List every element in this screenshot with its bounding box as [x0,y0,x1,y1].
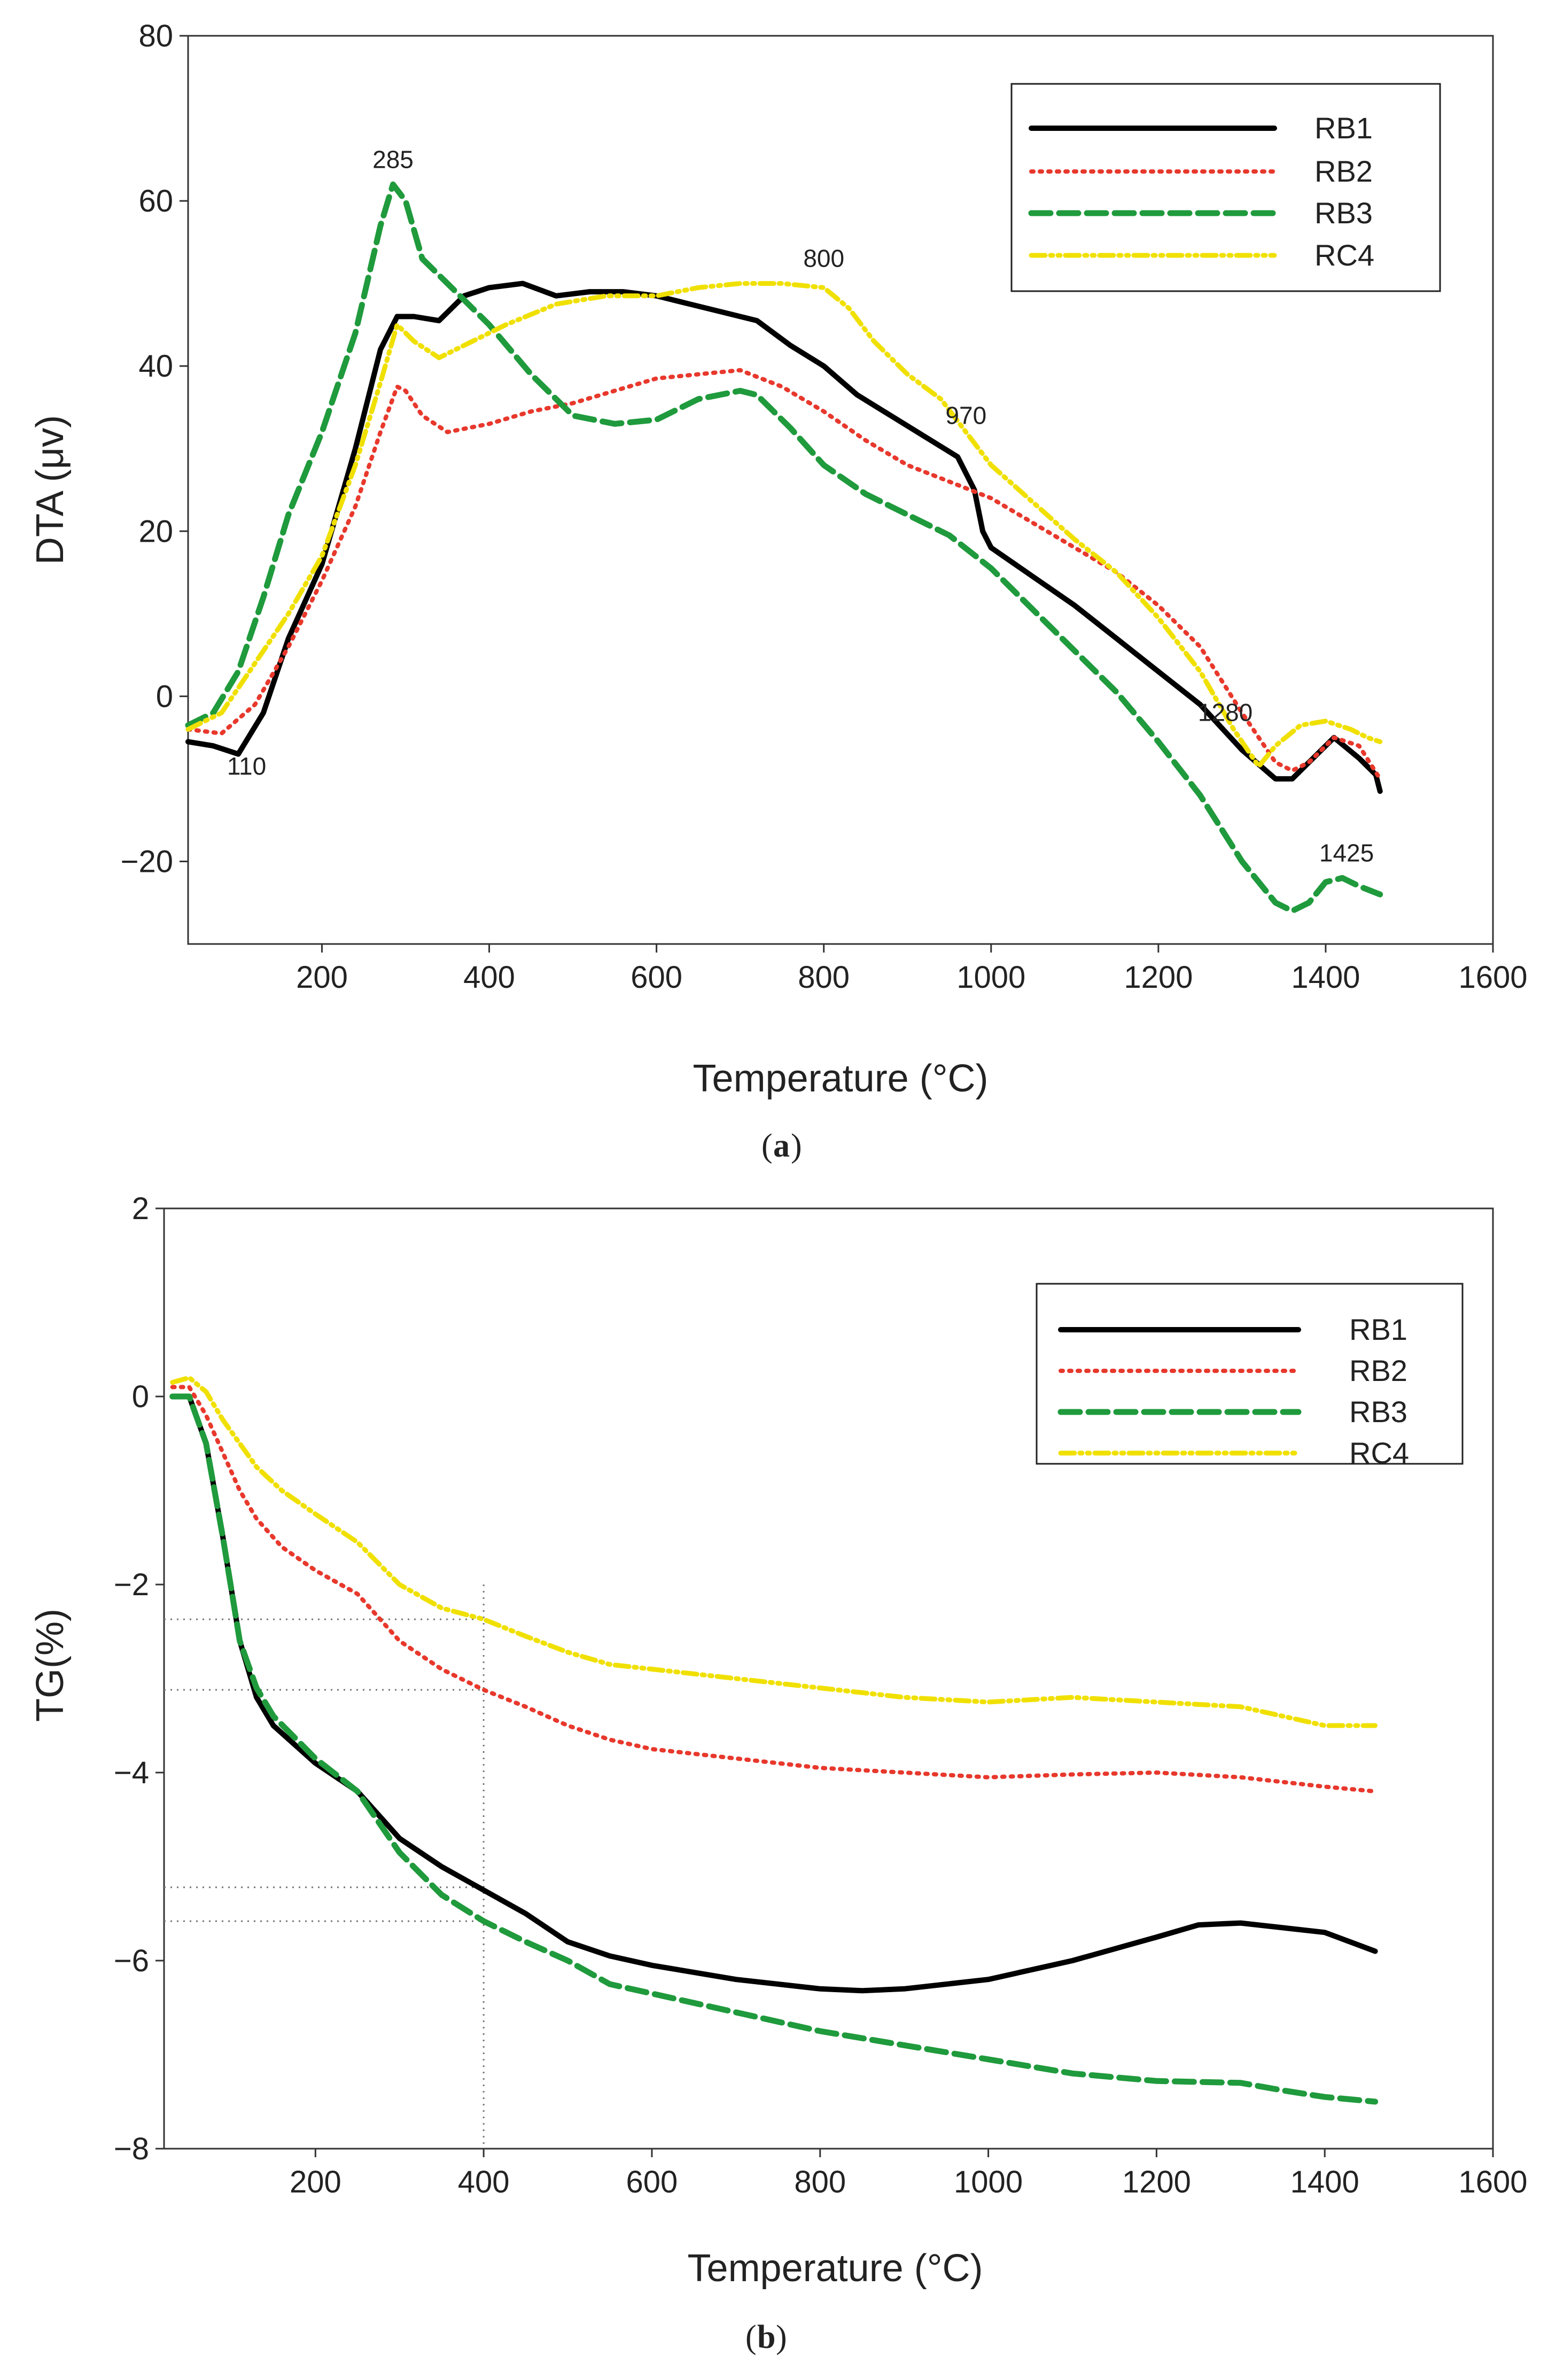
panel-b-y-tick-label: 0 [132,1379,149,1414]
panel-b-x-tick-label: 400 [458,2165,510,2199]
panel-b-reference-lines [164,1585,485,2149]
panel-a-x-tick-label: 1400 [1291,960,1360,995]
panel-a-legend-box [1010,83,1441,292]
panel-b: 200 400 600 800 1000 1200 1400 1600 −8−6−4−202 … [29,1191,1528,2355]
panel-a-legend-label-rb2: RB2 [1314,154,1373,188]
panel-b-x-tick-label: 800 [794,2165,846,2199]
panel-a-caption-letter: a [773,1128,790,1164]
panel-b-y-axis-title: TG(%) [29,1609,72,1722]
panel-a-series-lines [185,181,1383,914]
panel-b-y-tick-label: −4 [114,1755,149,1790]
panel-a-annotations: 110 285 800 970 1280 1425 [227,145,1374,867]
panel-a-x-tick-label: 1000 [956,960,1025,995]
panel-b-caption-letter: b [757,2319,775,2355]
panel-a-series-rb3 [185,181,1383,914]
panel-b-y-tick-label: −6 [114,1944,149,1978]
panel-b-legend-label-rb3: RB3 [1349,1395,1407,1429]
panel-a-x-axis-title: Temperature (°C) [693,1057,989,1100]
panel-b-legend: RB1 RB2 RB3 RC4 [1036,1283,1464,1470]
panel-a-y-tick-label: 60 [138,184,173,219]
panel-a-peak-annotation: 1280 [1198,699,1253,727]
panel-b-caption: ( b ) [745,2319,787,2355]
panel-a-peak-annotation: 285 [372,145,414,173]
panel-a-legend-label-rc4: RC4 [1314,238,1374,272]
panel-a: 200 400 600 800 1000 1200 1400 1600 −20 0 20 40 60 8… [29,19,1528,1164]
panel-a-x-tick-label: 200 [296,960,348,995]
panel-a-y-axis-title: DTA (μv) [29,415,72,565]
panel-b-x-tick-label: 1400 [1290,2165,1359,2199]
panel-b-plot-frame [163,1207,1494,2150]
panel-a-x-tick-label: 400 [463,960,515,995]
panel-a-caption-close: ) [791,1128,802,1164]
panel-a-y-ticks: −20 0 20 40 60 80 [121,19,188,879]
panel-b-series-rb2 [170,1385,1378,1794]
panel-a-legend: RB1 RB2 RB3 RC4 [1010,83,1441,292]
panel-a-legend-label-rb1: RB1 [1314,111,1373,145]
panel-a-legend-label-rb3: RB3 [1314,196,1373,230]
panel-a-peak-annotation: 110 [227,752,266,780]
panel-a-peak-annotation: 970 [945,401,986,429]
panel-b-legend-label-rb2: RB2 [1349,1354,1407,1387]
panel-b-series-rc4 [170,1375,1378,1728]
panel-b-caption-close: ) [776,2319,787,2355]
panel-a-y-tick-label: 80 [138,19,173,53]
panel-b-y-tick-label: −2 [114,1567,149,1602]
panel-a-x-tick-label: 600 [631,960,682,995]
panel-b-x-tick-label: 1600 [1458,2165,1527,2199]
panel-a-x-tick-label: 1200 [1124,960,1193,995]
panel-a-x-tick-label: 800 [798,960,850,995]
panel-b-series-rb1 [169,1394,1378,1994]
panel-a-y-tick-label: −20 [121,844,173,879]
panel-a-series-rb1 [185,280,1383,794]
panel-b-x-axis-title: Temperature (°C) [688,2247,983,2290]
panel-a-peak-annotation: 1425 [1319,839,1374,867]
panel-b-x-tick-label: 1000 [954,2165,1023,2199]
panel-b-legend-label-rb1: RB1 [1349,1313,1407,1346]
panel-b-x-tick-label: 1200 [1122,2165,1191,2199]
panel-a-x-ticks: 200 400 600 800 1000 1200 1400 1600 [296,944,1528,995]
panel-b-x-tick-label: 600 [626,2165,678,2199]
panel-b-legend-box [1036,1283,1464,1465]
panel-a-y-tick-label: 40 [138,349,173,384]
panel-b-caption-open: ( [745,2319,757,2355]
panel-b-x-tick-label: 200 [290,2165,341,2199]
panel-b-x-ticks: 200 400 600 800 1000 1200 1400 1600 [290,2149,1528,2199]
panel-a-caption: ( a ) [761,1128,802,1164]
panel-a-x-tick-label: 1600 [1458,960,1527,995]
panel-b-y-tick-label: −8 [114,2132,149,2166]
panel-a-series-rc4 [185,281,1383,769]
panel-b-series-lines [169,1375,1379,2105]
panel-a-series-rb2 [186,368,1382,781]
panel-a-y-tick-label: 20 [138,514,173,549]
panel-a-caption-open: ( [761,1128,773,1164]
panel-b-y-ticks: −8 −6 −4 −2 0 2 [114,1191,164,2166]
panel-a-peak-annotation: 800 [803,245,844,272]
panel-a-y-tick-label: 0 [156,679,173,714]
panel-b-y-tick-label: 2 [132,1191,149,1226]
panel-a-plot-frame [187,35,1494,945]
panel-b-series-rb3 [169,1393,1379,2105]
panel-b-legend-label-rc4: RC4 [1349,1436,1409,1470]
